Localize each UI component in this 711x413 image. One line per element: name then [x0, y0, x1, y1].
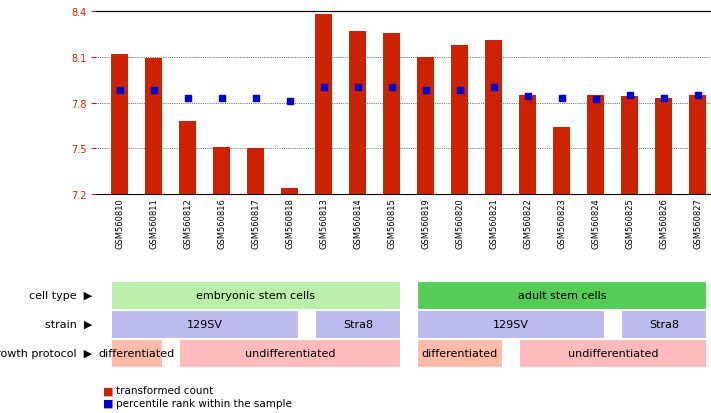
- Point: [658, 95, 670, 102]
- Text: adult stem cells: adult stem cells: [518, 290, 606, 300]
- Point: [420, 88, 432, 95]
- Text: GSM560813: GSM560813: [319, 198, 328, 249]
- Point: [522, 94, 533, 100]
- Text: cell type  ▶: cell type ▶: [29, 290, 92, 300]
- Text: GSM560821: GSM560821: [489, 198, 498, 249]
- Point: [318, 85, 329, 91]
- Bar: [621, 97, 638, 194]
- Bar: [519, 96, 536, 194]
- Point: [488, 85, 500, 91]
- Text: GSM560812: GSM560812: [183, 198, 192, 249]
- Text: GSM560814: GSM560814: [353, 198, 363, 249]
- Point: [182, 95, 193, 102]
- Text: GSM560815: GSM560815: [387, 198, 396, 249]
- Text: Stra8: Stra8: [343, 319, 373, 329]
- Bar: [486, 41, 503, 194]
- Bar: [282, 188, 299, 194]
- Text: GSM560817: GSM560817: [251, 198, 260, 249]
- Bar: [451, 46, 469, 194]
- Point: [454, 88, 466, 95]
- Bar: [383, 33, 400, 194]
- Text: GSM560820: GSM560820: [455, 198, 464, 249]
- Bar: [553, 128, 570, 194]
- Text: strain  ▶: strain ▶: [45, 319, 92, 329]
- Text: Stra8: Stra8: [649, 319, 679, 329]
- Text: embryonic stem cells: embryonic stem cells: [196, 290, 315, 300]
- Point: [250, 95, 262, 102]
- Text: 129SV: 129SV: [493, 319, 529, 329]
- Point: [352, 85, 363, 91]
- Text: GSM560818: GSM560818: [285, 198, 294, 249]
- Bar: [112, 55, 128, 194]
- Point: [216, 95, 228, 102]
- Text: transformed count: transformed count: [116, 385, 213, 395]
- Text: GSM560823: GSM560823: [557, 198, 567, 249]
- Text: GSM560825: GSM560825: [626, 198, 634, 249]
- Point: [284, 98, 296, 105]
- Point: [624, 93, 636, 99]
- Text: differentiated: differentiated: [422, 349, 498, 358]
- Bar: [417, 58, 434, 194]
- Text: GSM560822: GSM560822: [523, 198, 533, 249]
- Bar: [690, 96, 706, 194]
- Text: GSM560824: GSM560824: [592, 198, 600, 249]
- Point: [148, 88, 159, 95]
- Text: ■: ■: [103, 398, 114, 408]
- Point: [386, 85, 397, 91]
- Text: undifferentiated: undifferentiated: [245, 349, 335, 358]
- Point: [114, 88, 125, 95]
- Bar: [315, 15, 332, 194]
- Text: GSM560827: GSM560827: [693, 198, 702, 249]
- Bar: [587, 96, 604, 194]
- Point: [693, 93, 704, 99]
- Point: [590, 97, 602, 104]
- Bar: [656, 99, 673, 194]
- Bar: [349, 32, 366, 194]
- Text: ■: ■: [103, 385, 114, 395]
- Text: GSM560811: GSM560811: [149, 198, 159, 249]
- Text: differentiated: differentiated: [99, 349, 175, 358]
- Text: undifferentiated: undifferentiated: [567, 349, 658, 358]
- Text: GSM560819: GSM560819: [422, 198, 430, 249]
- Bar: [247, 149, 264, 194]
- Bar: [145, 59, 162, 194]
- Text: GSM560810: GSM560810: [115, 198, 124, 249]
- Text: GSM560826: GSM560826: [659, 198, 668, 249]
- Text: percentile rank within the sample: percentile rank within the sample: [116, 398, 292, 408]
- Text: GSM560816: GSM560816: [218, 198, 226, 249]
- Point: [556, 95, 567, 102]
- Bar: [213, 147, 230, 194]
- Text: 129SV: 129SV: [187, 319, 223, 329]
- Bar: [179, 121, 196, 194]
- Text: growth protocol  ▶: growth protocol ▶: [0, 349, 92, 358]
